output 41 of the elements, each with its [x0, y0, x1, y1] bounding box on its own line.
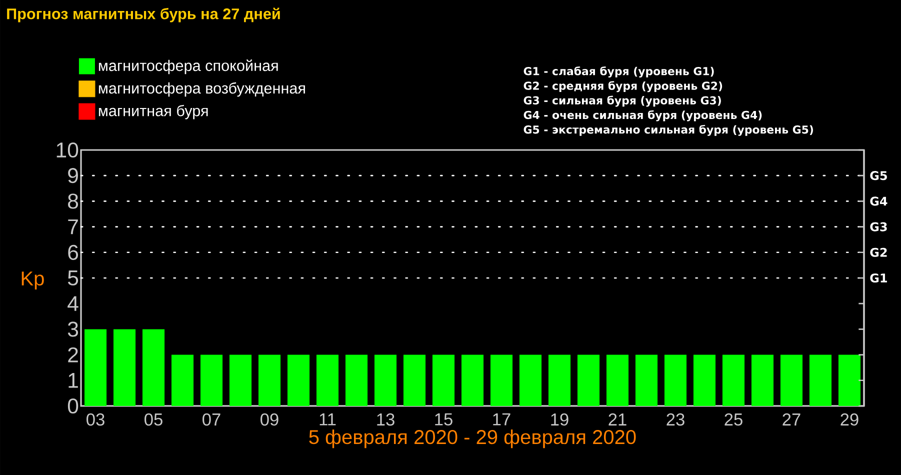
y-tick-label: 7 [68, 219, 78, 234]
x-tick-label: 07 [202, 413, 220, 426]
text: G5 - экстремально сильная буря (уровень G5) [524, 124, 814, 136]
chart-title: Прогноз магнитных бурь на 27 дней [7, 8, 280, 22]
y-tick-label: 10 [56, 142, 78, 158]
ref-line-label: G1 [870, 273, 887, 283]
y-tick-label: 4 [68, 296, 78, 311]
x-tick-label: 09 [260, 413, 278, 426]
legend-label: магнитная буря [98, 104, 208, 120]
y-tick-label: 9 [68, 168, 78, 184]
x-tick-label: 29 [840, 413, 858, 426]
x-tick-label: 21 [608, 413, 626, 426]
y-tick-label: 2 [68, 347, 78, 362]
x-tick-label: 27 [782, 413, 800, 426]
x-tick-label: 11 [320, 413, 336, 426]
x-tick-label: 19 [551, 413, 568, 426]
legend-label: магнитосфера возбужденная [98, 82, 305, 97]
ref-line-label: G5 [870, 171, 887, 180]
text: G1 - слабая буря (уровень G1) [524, 66, 714, 78]
ref-line-label: G2 [870, 248, 887, 257]
x-tick-label: 23 [666, 413, 684, 426]
y-tick-label: 3 [68, 322, 78, 337]
x-tick-label: 13 [377, 413, 394, 426]
y-tick-label: 1 [68, 373, 78, 388]
y-tick-label: 5 [68, 270, 78, 286]
x-tick-label: 25 [724, 413, 742, 426]
x-tick-label: 17 [493, 413, 510, 426]
text: G3 - сильная буря (уровень G3) [524, 96, 721, 107]
ref-line-label: G4 [870, 196, 888, 206]
x-axis-title: 5 февраля 2020 - 29 февраля 2020 [309, 429, 636, 448]
x-tick-label: 03 [86, 413, 104, 426]
y-tick-label: 0 [68, 398, 78, 414]
text: G4 - очень сильная буря (уровень G4) [524, 110, 762, 122]
text: G2 - средняя буря (уровень G2) [524, 81, 722, 92]
ref-line-label: G3 [870, 222, 887, 232]
y-axis-title: Kp [22, 272, 44, 290]
legend-label: магнитосфера спокойная [98, 60, 278, 74]
y-tick-label: 6 [68, 244, 78, 260]
x-tick-label: 15 [435, 413, 452, 426]
y-tick-label: 8 [68, 194, 78, 209]
x-tick-label: 05 [144, 413, 162, 426]
